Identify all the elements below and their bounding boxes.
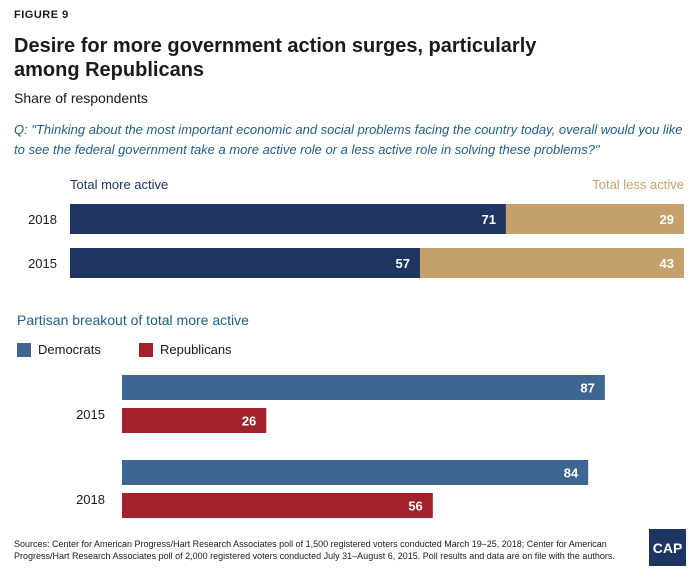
legend-democrats: Democrats — [17, 342, 101, 357]
bar-democrats-2018 — [122, 460, 589, 485]
chart-subtitle: Share of respondents — [14, 90, 148, 106]
bar-less-active-2015 — [419, 248, 684, 278]
data-label-more-active-2018: 71 — [481, 212, 495, 227]
series-label-less-active: Total less active — [592, 177, 684, 192]
data-label-more-active-2015: 57 — [396, 256, 410, 271]
data-label-democrats-2015: 87 — [580, 381, 594, 396]
data-label-less-active-2018: 29 — [660, 212, 674, 227]
legend-republicans: Republicans — [139, 342, 232, 357]
data-label-democrats-2018: 84 — [564, 466, 579, 481]
figure-label: FIGURE 9 — [14, 9, 69, 21]
bar-more-active-2018 — [70, 204, 506, 234]
chart-title: Desire for more government action surges… — [14, 35, 537, 81]
bar-republicans-2015 — [122, 408, 267, 433]
survey-question: Q: "Thinking about the most important ec… — [14, 122, 683, 157]
cap-logo: CAP — [649, 529, 686, 566]
bar-less-active-2018 — [505, 204, 684, 234]
partisan-section-title: Partisan breakout of total more active — [17, 312, 249, 328]
category-label-2015: 2015 — [76, 407, 105, 422]
source-note: Sources: Center for American Progress/Ha… — [14, 539, 615, 561]
data-label-republicans-2015: 26 — [242, 414, 256, 429]
legend-label-republicans: Republicans — [160, 342, 232, 357]
legend-swatch-democrats — [17, 342, 31, 357]
category-label-2018: 2018 — [28, 212, 57, 227]
category-label-2018: 2018 — [76, 492, 105, 507]
data-label-republicans-2018: 56 — [408, 499, 422, 514]
stacked-bar-chart: 2018 71 29 2015 57 43 — [28, 204, 684, 278]
bar-republicans-2018 — [122, 493, 433, 518]
legend-swatch-republicans — [139, 342, 153, 357]
partisan-bar-chart: 2015 87 26 2018 84 56 — [76, 375, 605, 518]
category-label-2015: 2015 — [28, 256, 57, 271]
bar-more-active-2015 — [70, 248, 420, 278]
legend-label-democrats: Democrats — [38, 342, 101, 357]
series-label-more-active: Total more active — [70, 177, 169, 192]
bar-democrats-2015 — [122, 375, 605, 400]
data-label-less-active-2015: 43 — [660, 256, 674, 271]
